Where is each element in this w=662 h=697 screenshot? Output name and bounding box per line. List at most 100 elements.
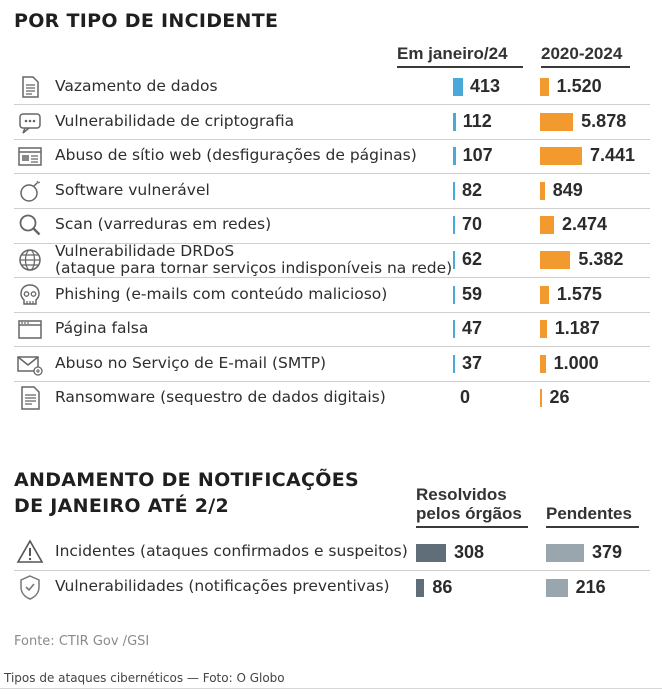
- row-separator: [14, 173, 650, 175]
- row-label: Scan (varreduras em redes): [55, 216, 271, 233]
- row-label: Vulnerabilidades (notificações preventiv…: [55, 577, 390, 595]
- bomb-icon: [20, 180, 41, 202]
- row-separator: [14, 138, 650, 140]
- value-resolved: 308: [454, 542, 485, 562]
- table-row: Abuso de sítio web (desfigurações de pág…: [14, 139, 650, 173]
- row-label-line: Ransomware (sequestro de dados digitais): [55, 388, 386, 407]
- table-row: Vazamento de dados: [14, 70, 650, 104]
- bar-2020-2024: [540, 181, 545, 200]
- value-2020-2024: 7.441: [590, 145, 636, 166]
- bar-pending: [546, 544, 584, 562]
- row-label: Página falsa: [55, 320, 148, 337]
- caption-divider: [0, 688, 662, 689]
- bar-january: [453, 354, 455, 373]
- bar-2020-2024: [540, 389, 542, 408]
- value-january: 59: [462, 283, 483, 304]
- web-page-icon: [18, 147, 42, 166]
- column-underline-january: [397, 66, 523, 68]
- value-2020-2024: 5.878: [581, 110, 627, 131]
- row-label-line: Vazamento de dados: [55, 77, 218, 95]
- table-row: Software vulnerável: [14, 174, 650, 208]
- section-title-incident-type: POR TIPO DE INCIDENTE: [14, 10, 279, 32]
- column-underline-2020-2024: [541, 66, 630, 68]
- value-january: 47: [462, 318, 483, 339]
- column-header-pending: Pendentes: [546, 504, 632, 523]
- row-label-line: Abuso no Serviço de E-mail (SMTP): [55, 353, 327, 372]
- column-header-resolved-line2: pelos órgãos: [416, 504, 522, 523]
- row-label: Abuso de sítio web (desfigurações de pág…: [55, 147, 417, 164]
- row-label: Vazamento de dados: [55, 78, 218, 95]
- row-label: Ransomware (sequestro de dados digitais): [55, 389, 386, 406]
- value-january: 107: [462, 145, 493, 166]
- row-separator: [14, 346, 650, 348]
- column-header-resolved: Resolvidos pelos órgãos: [416, 485, 522, 523]
- bar-january: [453, 78, 463, 96]
- bar-resolved: [416, 544, 446, 562]
- row-separator: [14, 207, 650, 209]
- value-2020-2024: 1.520: [556, 76, 602, 96]
- value-january: 82: [462, 179, 483, 200]
- value-2020-2024: 1.000: [553, 352, 599, 373]
- table-row: Página falsa: [14, 312, 650, 346]
- table-row: Scan (varreduras em redes): [14, 208, 650, 242]
- column-underline-resolved: [416, 526, 528, 528]
- value-january: 70: [462, 214, 483, 235]
- row-label-line: Vulnerabilidade de criptografia: [55, 111, 295, 130]
- column-underline-pending: [546, 526, 639, 528]
- column-header-resolved-line1: Resolvidos: [416, 485, 507, 504]
- skull-icon: [20, 283, 40, 305]
- row-label-line: Scan (varreduras em redes): [55, 215, 272, 234]
- bar-2020-2024: [540, 320, 547, 339]
- value-2020-2024: 849: [552, 179, 583, 200]
- row-label: Abuso no Serviço de E-mail (SMTP): [55, 353, 327, 372]
- shield-icon: [20, 575, 40, 600]
- bar-pending: [546, 579, 568, 597]
- bar-2020-2024: [540, 354, 546, 373]
- bar-2020-2024: [540, 251, 571, 269]
- value-2020-2024: 26: [549, 387, 570, 408]
- section-title-notifications-line2: DE JANEIRO ATÉ 2/2: [14, 495, 230, 517]
- column-header-january: Em janeiro/24: [397, 44, 508, 63]
- row-separator: [14, 380, 650, 382]
- value-2020-2024: 1.575: [556, 283, 602, 304]
- row-label-line: Abuso de sítio web (desfigurações de pág…: [55, 146, 417, 165]
- bar-january: [453, 285, 455, 304]
- bar-january: [453, 251, 455, 269]
- row-label-line: Vulnerabilidade DRDoS: [55, 242, 235, 260]
- value-resolved: 86: [432, 577, 453, 597]
- bar-january: [453, 320, 455, 339]
- bar-january: [453, 112, 456, 131]
- bar-january: [453, 181, 455, 200]
- image-caption: Tipos de ataques cibernéticos — Foto: O …: [4, 671, 285, 685]
- document-icon: [22, 76, 39, 98]
- row-label: Software vulnerável: [55, 180, 210, 199]
- value-january: 112: [462, 110, 492, 131]
- bar-january: [453, 147, 456, 166]
- table-row: Vulnerabilidade DRDoS (ataque para tornar…: [14, 243, 650, 277]
- row-label-line: Software vulnerável: [55, 180, 210, 199]
- value-pending: 379: [592, 542, 623, 562]
- row-label-line: Página falsa: [55, 319, 149, 338]
- browser-window-icon: [18, 320, 42, 339]
- row-label: Phishing (e-mails com conteúdo malicioso…: [55, 284, 388, 303]
- value-2020-2024: 1.187: [554, 318, 600, 339]
- table-row: Vulnerabilidade de criptografia: [14, 105, 650, 139]
- column-header-2020-2024: 2020-2024: [541, 44, 623, 63]
- chat-bubble-icon: [19, 112, 41, 134]
- table-row: Abuso no Serviço de E-mail (SMTP): [14, 347, 650, 381]
- value-2020-2024: 2.474: [561, 214, 607, 235]
- value-january: 62: [462, 249, 483, 269]
- bar-2020-2024: [540, 285, 549, 304]
- table-row: Incidentes (ataques confirmados e suspei…: [14, 535, 650, 569]
- bar-2020-2024: [540, 78, 549, 96]
- table-row: Vulnerabilidades (notificações preventiv…: [14, 570, 650, 604]
- magnifier-icon: [19, 214, 41, 236]
- row-label: Vulnerabilidade de criptografia: [55, 111, 295, 130]
- section-title-notifications: ANDAMENTO DE NOTIFICAÇÕES DE JANEIRO ATÉ…: [14, 467, 359, 519]
- bar-2020-2024: [540, 147, 582, 166]
- row-label-line: Phishing (e-mails com conteúdo malicioso…: [55, 284, 388, 303]
- warning-icon: [16, 539, 44, 563]
- row-separator: [14, 311, 650, 313]
- table-row: Phishing (e-mails com conteúdo malicioso…: [14, 278, 650, 312]
- row-label: Vulnerabilidade DRDoS (ataque para tornar…: [55, 243, 452, 277]
